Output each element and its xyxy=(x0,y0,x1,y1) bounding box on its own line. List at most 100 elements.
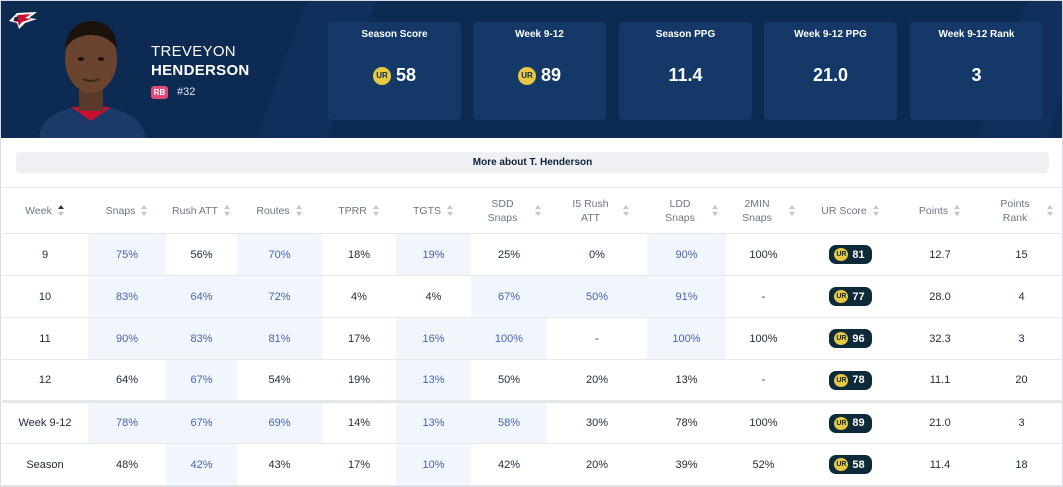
column-header[interactable]: LDD Snaps xyxy=(647,187,726,234)
table-cell: 18 xyxy=(980,443,1063,486)
column-label: Week xyxy=(25,204,52,217)
table-cell: 12.7 xyxy=(900,233,980,276)
position-badge: RB xyxy=(151,86,168,99)
table-cell: 100% xyxy=(726,317,801,360)
stat-value: 3 xyxy=(971,65,982,85)
stat-label: Season PPG xyxy=(655,29,716,40)
table-cell: 13% xyxy=(396,401,471,444)
column-label: Points Rank xyxy=(1000,197,1030,224)
column-label: UR Score xyxy=(821,204,867,217)
table-cell: 16% xyxy=(396,317,471,360)
more-about-button[interactable]: More about T. Henderson xyxy=(16,152,1049,173)
ur-score-badge: UR 96 xyxy=(829,329,872,348)
stat-card-season-score: Season Score UR 58 xyxy=(328,22,461,120)
column-header[interactable]: Points xyxy=(900,187,980,234)
stat-card-week-ppg: Week 9-12 PPG 21.0 xyxy=(764,22,897,120)
table-cell: 4% xyxy=(322,275,396,318)
table-cell: - xyxy=(726,359,801,403)
player-headshot xyxy=(39,21,146,138)
table-cell: 17% xyxy=(322,443,396,486)
stat-card-week-rank: Week 9-12 Rank 3 xyxy=(910,22,1043,120)
column-header[interactable]: Week xyxy=(2,187,88,234)
ur-score-badge: UR 81 xyxy=(829,245,872,264)
column-header[interactable]: I5 Rush ATT xyxy=(547,187,647,234)
table-cell: UR 81 xyxy=(801,233,900,276)
column-label: Rush ATT xyxy=(172,204,218,217)
table-cell: 56% xyxy=(166,233,237,276)
table-cell: 39% xyxy=(647,443,726,486)
table-cell: 13% xyxy=(647,359,726,403)
table-cell: 30% xyxy=(547,401,647,444)
table-cell: 32.3 xyxy=(900,317,980,360)
sort-icon[interactable] xyxy=(872,205,880,216)
column-header[interactable]: TPRR xyxy=(322,187,396,234)
table-cell: 11.1 xyxy=(900,359,980,403)
table-cell: 67% xyxy=(166,401,237,444)
sort-icon[interactable] xyxy=(57,205,65,216)
table-row: 11 90% 83% 81% 17% 16% 100% -100% 100% UR 96 32.3 3 xyxy=(2,317,1063,360)
table-cell: 9 xyxy=(2,233,88,276)
column-header[interactable]: Routes xyxy=(237,187,322,234)
ur-logo-icon: UR xyxy=(372,66,391,85)
sort-icon[interactable] xyxy=(534,205,542,216)
player-header: TREVEYON HENDERSON RB #32 Season Score U… xyxy=(1,1,1062,138)
table-cell: 81% xyxy=(237,317,322,360)
ur-logo-icon: UR xyxy=(834,290,849,303)
table-cell: 75% xyxy=(88,233,166,276)
table-cell: 78% xyxy=(88,401,166,444)
column-header[interactable]: Rush ATT xyxy=(166,187,237,234)
table-cell: 42% xyxy=(166,443,237,486)
stat-value: 21.0 xyxy=(812,65,849,85)
sort-icon[interactable] xyxy=(447,205,454,216)
table-cell: 91% xyxy=(647,275,726,318)
table-cell: 15 xyxy=(980,233,1063,276)
table-cell: 10% xyxy=(396,443,471,486)
sort-icon[interactable] xyxy=(954,205,961,216)
table-cell: 20% xyxy=(547,359,647,403)
sort-icon[interactable] xyxy=(712,205,719,216)
sort-icon[interactable] xyxy=(223,205,231,216)
table-cell: 100% xyxy=(726,401,801,444)
sort-icon[interactable] xyxy=(789,205,796,216)
sort-icon[interactable] xyxy=(622,205,630,216)
table-cell: 64% xyxy=(88,359,166,403)
sort-icon[interactable] xyxy=(141,205,148,216)
table-row: Week 9-12 78% 67% 69% 14% 13% 58% 30% 78% 100% UR 8… xyxy=(2,401,1063,444)
table-cell: - xyxy=(547,317,647,360)
table-row: 12 64% 67% 54% 19% 13% 50% 20% 13% - UR 78 11.1 20 xyxy=(2,359,1063,403)
table-cell: 18% xyxy=(322,233,396,276)
column-header[interactable]: 2MIN Snaps xyxy=(726,187,801,234)
column-header[interactable]: SDD Snaps xyxy=(471,187,547,234)
ur-score-badge: UR 78 xyxy=(829,370,872,390)
sort-icon[interactable] xyxy=(295,205,303,216)
table-cell: 11 xyxy=(2,317,88,360)
table-cell: 90% xyxy=(647,233,726,276)
table-row: Season 48% 42% 43% 17% 10% 42% 20% 39% 52% UR 58 11.… xyxy=(2,443,1063,486)
column-header[interactable]: Snaps xyxy=(88,187,166,234)
sort-icon[interactable] xyxy=(372,205,380,216)
stat-label: Week 9-12 PPG xyxy=(794,29,867,40)
table-cell: 64% xyxy=(166,275,237,318)
jersey-number: #32 xyxy=(177,86,196,98)
column-label: SDD Snaps xyxy=(487,197,518,224)
table-cell: 83% xyxy=(166,317,237,360)
table-cell: UR 89 xyxy=(801,401,900,444)
table-cell: UR 96 xyxy=(801,317,900,360)
stat-label: Season Score xyxy=(361,29,428,40)
table-cell: 19% xyxy=(396,233,471,276)
ur-logo-icon: UR xyxy=(834,332,849,345)
column-header[interactable]: UR Score xyxy=(801,187,900,234)
column-header[interactable]: Points Rank xyxy=(980,187,1063,234)
column-header[interactable]: TGTS xyxy=(396,187,471,234)
ur-logo-icon: UR xyxy=(834,416,849,430)
table-cell: 58% xyxy=(471,401,547,444)
column-label: 2MIN Snaps xyxy=(742,197,772,224)
table-cell: 100% xyxy=(726,233,801,276)
stat-label: Week 9-12 Rank xyxy=(938,29,1015,40)
table-row: 9 75% 56% 70% 18% 19% 25% 0% 90% 100% UR 81 12.7 15 xyxy=(2,233,1063,276)
table-cell: 4 xyxy=(980,275,1063,318)
table-cell: 20% xyxy=(547,443,647,486)
sort-icon[interactable] xyxy=(1047,205,1054,216)
table-cell: - xyxy=(726,275,801,318)
table-cell: Week 9-12 xyxy=(2,401,88,444)
